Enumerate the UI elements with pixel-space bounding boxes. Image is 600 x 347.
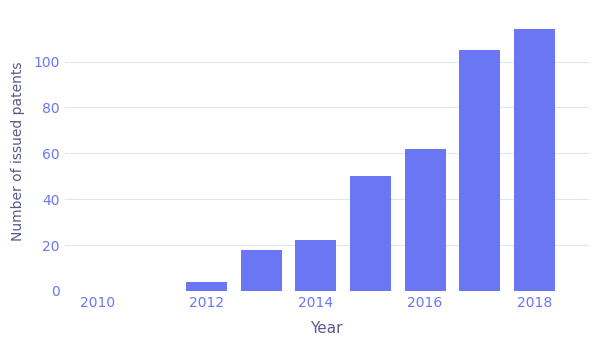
Bar [404, 149, 446, 291]
Y-axis label: Number of issued patents: Number of issued patents [11, 61, 25, 241]
Bar [514, 29, 555, 291]
X-axis label: Year: Year [311, 321, 343, 336]
Bar [459, 50, 500, 291]
Bar [350, 176, 391, 291]
Bar [241, 249, 282, 291]
Bar [295, 240, 337, 291]
Bar [186, 282, 227, 291]
